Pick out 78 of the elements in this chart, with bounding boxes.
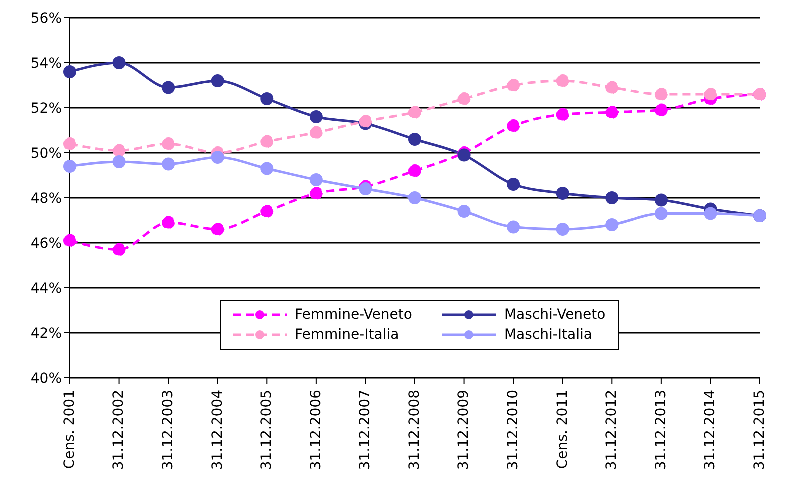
legend-label: Maschi-Italia: [504, 327, 592, 343]
point: [654, 207, 668, 220]
point: [408, 106, 422, 119]
point: [112, 156, 126, 168]
y-tick-label: 50%: [30, 146, 62, 162]
point: [556, 223, 570, 236]
point: [310, 126, 323, 140]
x-tick-label: 31.12.2008: [406, 390, 423, 470]
y-tick-label: 46%: [30, 236, 62, 252]
legend-label: Maschi-Veneto: [504, 307, 606, 323]
y-tick-label: 44%: [30, 280, 62, 297]
point: [556, 74, 570, 88]
point: [310, 187, 323, 200]
point: [458, 92, 471, 106]
point: [112, 144, 126, 158]
x-tick-label: 31.12.2006: [308, 390, 324, 470]
point: [606, 192, 619, 204]
point: [458, 205, 471, 218]
x-tick-label: 31.12.2009: [456, 390, 472, 470]
point: [408, 164, 422, 178]
point: [112, 56, 126, 70]
point: [112, 243, 126, 256]
point: [64, 138, 76, 150]
y-tick-label: 56%: [30, 10, 62, 27]
point: [606, 81, 619, 94]
point: [260, 135, 274, 148]
point: [507, 220, 520, 234]
legend-label: Femmine-Veneto: [295, 307, 412, 323]
x-tick-label: 31.12.2004: [210, 390, 226, 470]
point: [359, 115, 372, 128]
x-tick-label: 31.12.2012: [604, 390, 620, 470]
point: [211, 223, 224, 236]
x-tick-label: 31.12.2002: [111, 390, 128, 470]
point: [162, 158, 176, 171]
x-tick-label: 31.12.2013: [653, 390, 670, 470]
point: [408, 133, 422, 146]
point: [359, 182, 372, 196]
x-tick-label: 31.12.2007: [358, 390, 374, 470]
point: [310, 110, 323, 124]
point: [211, 151, 224, 164]
point: [654, 104, 668, 117]
point: [162, 216, 176, 230]
point: [654, 88, 668, 101]
point: [310, 174, 323, 186]
point: [606, 218, 619, 232]
x-tick-label: Cens. 2001: [62, 390, 78, 470]
x-tick-label: 31.12.2010: [506, 390, 522, 470]
point: [556, 108, 570, 122]
point: [408, 192, 422, 204]
point: [260, 205, 274, 218]
y-tick-label: 54%: [30, 56, 62, 72]
point: [507, 178, 520, 191]
y-tick-label: 52%: [30, 100, 62, 117]
point: [162, 138, 176, 150]
point: [260, 162, 274, 176]
point: [606, 106, 619, 119]
point: [458, 148, 471, 162]
y-tick-label: 42%: [30, 326, 62, 342]
point: [64, 234, 76, 248]
legend-label: Femmine-Italia: [295, 327, 400, 343]
point: [211, 74, 224, 88]
point: [654, 194, 668, 207]
x-tick-label: 31.12.2005: [259, 390, 276, 470]
x-tick-label: Cens. 2011: [554, 390, 571, 470]
point: [260, 92, 274, 106]
y-tick-label: 40%: [30, 370, 62, 387]
point: [704, 88, 718, 101]
point: [162, 81, 176, 94]
point: [704, 207, 718, 220]
point: [64, 66, 76, 78]
point: [64, 160, 76, 173]
point: [556, 187, 570, 200]
y-tick-label: 48%: [30, 190, 62, 207]
x-tick-label: 31.12.2014: [702, 390, 719, 470]
point: [507, 79, 520, 92]
point: [507, 120, 520, 132]
x-tick-label: 31.12.2015: [752, 390, 768, 470]
x-tick-label: 31.12.2003: [160, 390, 177, 470]
